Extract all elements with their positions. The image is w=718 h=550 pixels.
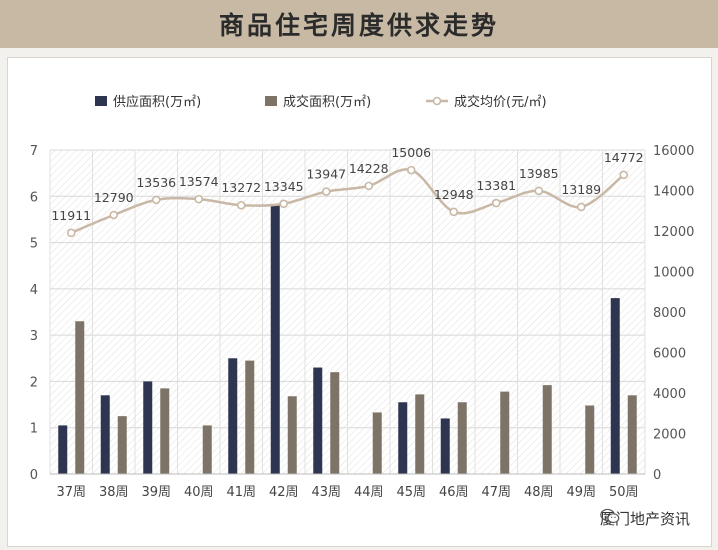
legend-label: 供应面积(万㎡) [113,94,201,110]
bar-deal [585,405,595,474]
x-tick-label: 41周 [226,485,256,500]
price-point [364,181,374,191]
price-point [194,194,204,204]
y-right-tick-label: 4000 [653,387,686,402]
x-tick-label: 46周 [439,485,469,500]
bar-supply [440,418,450,474]
price-data-label: 14228 [349,161,389,176]
bar-supply [270,205,280,475]
price-data-label: 13345 [264,179,304,194]
y-left-tick-label: 7 [30,144,38,159]
price-point [534,186,544,196]
legend-label: 成交面积(万㎡) [283,94,371,110]
y-right-tick-label: 16000 [653,144,694,159]
bar-supply [143,381,153,474]
price-point [619,170,629,180]
y-left-tick-label: 6 [30,190,38,205]
y-right-tick-label: 12000 [653,225,694,240]
x-tick-label: 38周 [99,485,129,500]
x-tick-label: 37周 [56,485,86,500]
price-data-label: 13189 [561,182,601,197]
bar-deal [330,372,340,474]
y-right-tick-label: 2000 [653,428,686,443]
legend-swatch-marker [432,96,442,106]
price-point [491,198,501,208]
y-right-tick-label: 10000 [653,266,694,281]
bar-deal [245,360,255,474]
y-left-tick-label: 2 [30,375,38,390]
price-data-label: 12790 [94,190,134,205]
bar-supply [313,367,323,474]
bar-supply [610,298,620,474]
legend-label: 成交均价(元/㎡) [454,94,547,110]
y-left-tick-label: 4 [30,283,38,298]
bar-deal [117,416,127,474]
y-left-tick-label: 1 [30,422,38,437]
x-tick-label: 42周 [269,485,299,500]
x-tick-label: 44周 [354,485,384,500]
legend-swatch [265,96,277,106]
y-left-tick-label: 5 [30,237,38,252]
price-data-label: 13536 [136,175,176,190]
bar-deal [202,425,212,474]
price-data-label: 13985 [519,166,559,181]
bar-deal [542,385,552,474]
price-line-path [70,168,625,234]
footer-brand: 厦门地产资讯 [600,508,690,529]
x-tick-label: 40周 [184,485,214,500]
x-tick-label: 50周 [609,485,639,500]
price-data-label: 14772 [604,150,644,165]
price-point [449,207,459,217]
x-tick-label: 49周 [566,485,596,500]
bar-deal [627,395,637,474]
legend: 供应面积(万㎡) 成交面积(万㎡) 成交均价(元/㎡) [95,94,547,110]
bar-supply [228,358,238,474]
bar-deal [287,396,297,474]
price-point [321,187,331,196]
wechat-icon [600,508,620,524]
y-left-tick-label: 0 [30,468,38,483]
price-data-label: 11911 [51,208,91,223]
price-data-label: 13574 [179,174,219,189]
price-point [236,200,246,210]
price-data-label: 13272 [221,180,261,195]
price-data-label: 12948 [434,187,474,202]
x-tick-label: 43周 [311,485,341,500]
price-data-label: 13381 [476,178,516,193]
bar-deal [500,391,510,474]
bar-deal [75,321,85,474]
bar-supply [100,395,110,474]
bar-supply [58,425,68,474]
bar-deal [160,388,170,474]
y-right-tick-label: 6000 [653,347,686,362]
x-tick-label: 45周 [396,485,426,500]
y-left-tick-label: 3 [30,329,38,344]
x-tick-label: 47周 [481,485,511,500]
bar-deal [457,402,467,474]
axes: 0 1 2 3 4 5 6 7 0 2000 4000 6000 8000 10000 12000 14000… [30,144,695,500]
price-data-label: 13947 [306,167,346,182]
bars [58,205,637,475]
page-title: 商品住宅周度供求走势 [218,11,499,40]
bar-deal [372,412,382,474]
y-right-tick-label: 14000 [653,185,694,200]
price-data-label: 15006 [391,145,431,160]
price-point [279,199,289,209]
price-point [151,195,161,205]
brand-name: 厦门地产资讯 [599,510,690,528]
legend-swatch [95,96,107,106]
bar-supply [398,402,408,474]
y-right-tick-label: 8000 [653,306,686,321]
y-right-tick-label: 0 [653,468,661,483]
x-tick-label: 39周 [141,485,171,500]
price-point [576,202,586,212]
price-point [66,228,76,238]
x-tick-label: 48周 [524,485,554,500]
price-point [109,210,119,220]
price-point [406,165,416,175]
title-banner: 商品住宅周度供求走势 [0,0,718,48]
bar-deal [415,394,425,474]
